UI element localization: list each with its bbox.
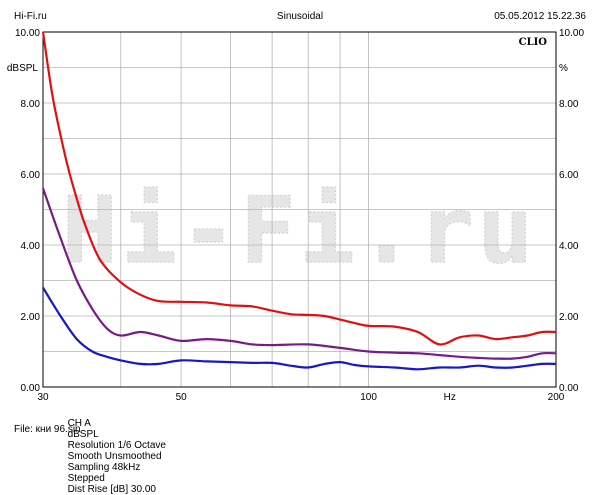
y-tick-right: 6.00	[559, 170, 579, 181]
x-tick: 100	[360, 392, 377, 403]
y-tick-left: 10.00	[15, 28, 40, 39]
y-tick-left: 4.00	[21, 241, 41, 252]
series-line-purple	[41, 187, 557, 360]
watermark: Hi-Fi.ru	[61, 176, 537, 284]
header-timestamp: 05.05.2012 15.22.36	[494, 11, 586, 22]
footer-param-unit: dBSPL	[67, 429, 99, 440]
y-axis-label-right: %	[559, 63, 568, 74]
y-tick-left: 6.00	[21, 170, 41, 181]
x-axis-unit: Hz	[444, 392, 456, 403]
y-tick-right: 0.00	[559, 383, 579, 394]
y-tick-right: 2.00	[559, 312, 579, 323]
footer-param-mode: Stepped	[67, 473, 105, 484]
series-line-red	[41, 31, 557, 346]
plot-frame	[42, 31, 557, 388]
y-axis-label-left: dBSPL	[7, 63, 39, 74]
footer-param-dist-rise: Dist Rise [dB] 30.00	[67, 484, 156, 495]
x-tick: 200	[548, 392, 565, 403]
brand-logo: CLIO	[519, 37, 548, 48]
grid	[43, 32, 556, 387]
footer-param-resolution: Resolution 1/6 Octave	[67, 440, 166, 451]
watermark-text: Hi-Fi.ru	[62, 177, 537, 284]
y-tick-left: 2.00	[21, 312, 41, 323]
axis-labels: 0.00 2.00 4.00 6.00 8.00 10.00 0.00 2.00 4.00 6.0…	[7, 28, 585, 403]
footer-param-channel: CH A	[67, 418, 91, 429]
header-title: Sinusoidal	[276, 11, 324, 22]
footer-file: File: кни 96.sin	[14, 424, 81, 435]
y-tick-left: 8.00	[21, 99, 41, 110]
footer-param-sampling: Sampling 48kHz	[67, 462, 141, 473]
y-tick-right: 4.00	[559, 241, 579, 252]
x-tick: 30	[37, 392, 49, 403]
header-left: Hi-Fi.ru	[14, 11, 47, 22]
y-tick-left: 0.00	[21, 383, 41, 394]
y-tick-right: 8.00	[559, 99, 579, 110]
footer-params: CH A dBSPL Resolution 1/6 Octave Smooth …	[62, 407, 175, 495]
series-group	[41, 31, 557, 371]
chart: Hi-Fi.ru 0.00 2.00 4.00 6.00 8.00 10.00 0.00 2.…	[7, 28, 585, 403]
y-tick-right: 10.00	[559, 28, 584, 39]
series-line-blue	[42, 287, 557, 371]
footer-param-smoothing: Smooth Unsmoothed	[67, 451, 162, 462]
x-tick: 50	[176, 392, 188, 403]
